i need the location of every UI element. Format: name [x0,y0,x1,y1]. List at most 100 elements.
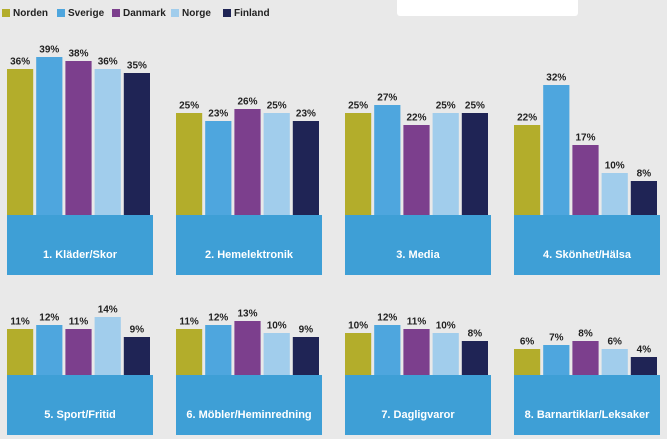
value-label: 10% [605,161,625,172]
bar [176,329,203,377]
value-label: 9% [299,325,314,336]
bar [7,69,34,217]
category-title: 5. Sport/Fritid [44,409,116,421]
category-box [345,215,491,275]
category-title: 6. Möbler/Heminredning [186,409,311,421]
category-title: 8. Barnartiklar/Leksaker [525,409,650,421]
value-label: 12% [39,313,59,324]
legend-swatch [112,9,120,17]
bar [403,329,430,377]
value-label: 27% [377,93,397,104]
bar [263,333,290,377]
category-title: 1. Kläder/Skor [43,249,118,261]
bar [461,113,488,217]
value-label: 36% [98,57,118,68]
value-label: 25% [267,101,287,112]
bar [630,357,657,377]
legend-swatch [171,9,179,17]
value-label: 6% [607,337,622,348]
value-label: 36% [10,57,30,68]
category-title: 3. Media [396,249,440,261]
bar [432,113,459,217]
value-label: 12% [208,313,228,324]
legend-label: Norge [182,8,211,19]
category-box [345,375,491,435]
bar [345,333,372,377]
bar [374,325,401,377]
bar [572,341,599,377]
value-label: 22% [406,113,426,124]
value-label: 8% [578,329,593,340]
value-label: 11% [10,317,30,328]
bar [543,85,570,217]
info-box [397,0,578,16]
category-title: 7. Dagligvaror [381,409,455,421]
bar [432,333,459,377]
bar [205,121,232,217]
bar [36,325,63,377]
bar [630,181,657,217]
value-label: 9% [130,325,145,336]
bar [461,341,488,377]
value-label: 14% [98,305,118,316]
bar [234,321,261,377]
value-label: 11% [179,317,199,328]
bar [292,337,319,377]
bar [65,329,92,377]
value-label: 22% [517,113,537,124]
category-title: 2. Hemelektronik [205,249,294,261]
value-label: 11% [69,317,89,328]
legend-swatch [57,9,65,17]
value-label: 10% [348,321,368,332]
legend-swatch [223,9,231,17]
bar [176,113,203,217]
bar [543,345,570,377]
bar [514,125,541,217]
value-label: 8% [637,169,652,180]
value-label: 10% [436,321,456,332]
bar [345,113,372,217]
value-label: 10% [267,321,287,332]
bar [94,69,121,217]
legend-swatch [2,9,10,17]
bar [36,57,63,217]
value-label: 17% [575,133,595,144]
bar [514,349,541,377]
bar [601,349,628,377]
bar [205,325,232,377]
value-label: 4% [637,345,652,356]
value-label: 25% [348,101,368,112]
bar [123,337,150,377]
value-label: 35% [127,61,147,72]
category-title: 4. Skönhet/Hälsa [543,249,632,261]
value-label: 38% [68,49,88,60]
value-label: 11% [407,317,427,328]
bar [94,317,121,377]
bar [374,105,401,217]
bar [234,109,261,217]
value-label: 25% [436,101,456,112]
category-box [7,375,153,435]
bar [263,113,290,217]
category-box [514,215,660,275]
bar [572,145,599,217]
category-box [176,375,322,435]
value-label: 25% [465,101,485,112]
bar [7,329,34,377]
value-label: 26% [237,97,257,108]
legend-label: Norden [13,8,48,19]
legend-label: Finland [234,8,270,19]
category-box [7,215,153,275]
bar [292,121,319,217]
value-label: 25% [179,101,199,112]
bar [65,61,92,217]
value-label: 23% [208,109,228,120]
legend-label: Danmark [123,8,166,19]
value-label: 32% [546,73,566,84]
bar [403,125,430,217]
value-label: 8% [468,329,483,340]
category-box [514,375,660,435]
value-label: 13% [237,309,257,320]
category-box [176,215,322,275]
